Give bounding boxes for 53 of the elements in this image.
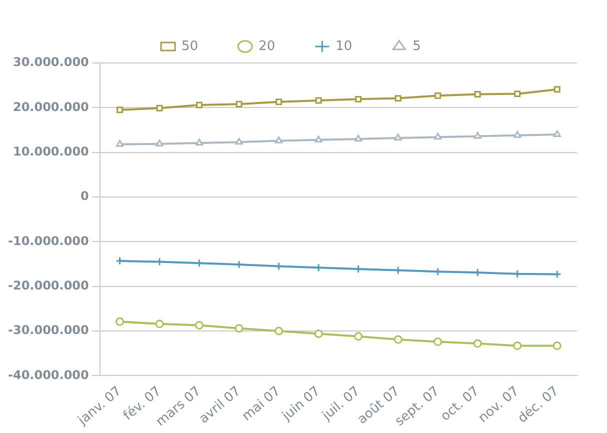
y-tick-label: 30.000.000 (12, 55, 89, 70)
point (236, 100, 242, 108)
legend-label: 10 (336, 38, 352, 54)
point (552, 342, 562, 350)
point (314, 136, 322, 142)
point (314, 329, 323, 338)
y-tick-label: -10.000.000 (8, 234, 89, 248)
y-tick-label: 20.000.000 (12, 100, 89, 114)
point (276, 98, 282, 106)
legend-label: 5 (412, 38, 421, 54)
point (553, 130, 561, 137)
x-tick-label: déc. 07 (515, 384, 562, 426)
point (275, 136, 283, 144)
point (434, 132, 442, 140)
point (155, 320, 164, 328)
point (234, 324, 244, 333)
point (474, 91, 481, 98)
point (116, 140, 124, 147)
point (434, 92, 442, 99)
point (394, 134, 402, 141)
legend-label: 20 (258, 38, 276, 54)
point (156, 104, 163, 112)
y-tick-label: -20.000.000 (8, 278, 89, 292)
point (355, 96, 362, 102)
point (116, 317, 124, 326)
legend-label: 50 (182, 38, 198, 54)
point (554, 86, 560, 93)
point (394, 335, 402, 344)
point (354, 134, 362, 142)
point (196, 138, 204, 146)
point (514, 131, 522, 138)
point (354, 332, 363, 341)
point (473, 339, 482, 348)
point (514, 90, 521, 98)
point (116, 106, 123, 114)
y-tick-label: 0 (80, 189, 89, 204)
point (513, 342, 522, 350)
y-tick-label: -40.000.000 (8, 368, 89, 382)
point (156, 140, 164, 146)
point (274, 326, 284, 336)
point (196, 102, 203, 108)
point (195, 320, 204, 330)
y-tick-label: -30.000.000 (8, 323, 89, 338)
point (474, 132, 482, 139)
point (434, 338, 442, 346)
point (354, 264, 363, 274)
point (235, 138, 243, 145)
point (473, 268, 482, 277)
point (234, 260, 244, 269)
point (513, 270, 522, 278)
point (394, 95, 402, 102)
point (315, 97, 322, 104)
y-tick-label: 10.000.000 (12, 144, 89, 158)
